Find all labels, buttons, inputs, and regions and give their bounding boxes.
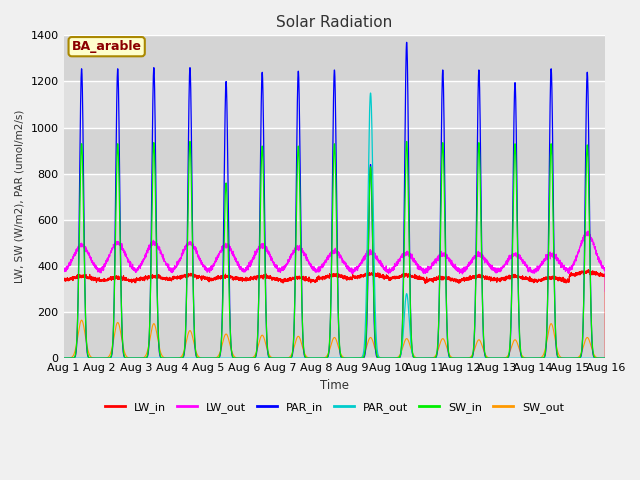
Bar <box>63 82 605 128</box>
Bar <box>63 36 605 82</box>
Text: BA_arable: BA_arable <box>72 40 141 53</box>
Bar <box>63 220 605 266</box>
Legend: LW_in, LW_out, PAR_in, PAR_out, SW_in, SW_out: LW_in, LW_out, PAR_in, PAR_out, SW_in, S… <box>100 397 569 417</box>
X-axis label: Time: Time <box>320 379 349 392</box>
Title: Solar Radiation: Solar Radiation <box>276 15 392 30</box>
Bar <box>63 174 605 220</box>
Y-axis label: LW, SW (W/m2), PAR (umol/m2/s): LW, SW (W/m2), PAR (umol/m2/s) <box>15 110 25 284</box>
Bar <box>63 266 605 312</box>
Bar <box>63 128 605 174</box>
Bar <box>63 312 605 358</box>
